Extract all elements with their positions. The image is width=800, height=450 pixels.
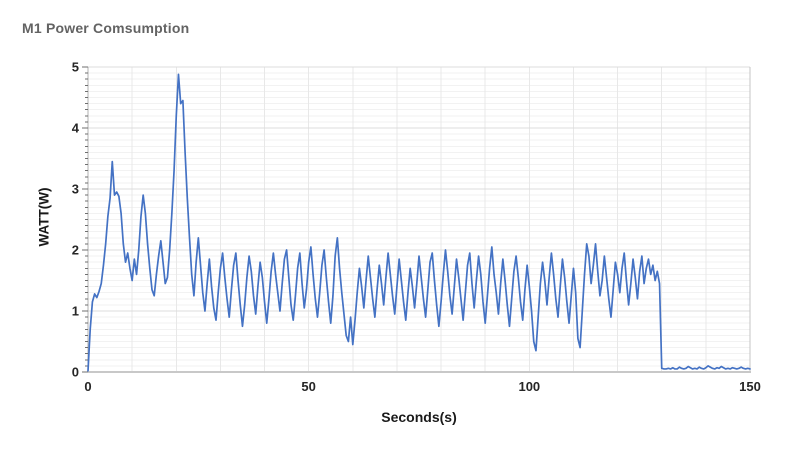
y-tick-label: 1 — [72, 304, 79, 319]
y-tick-label: 2 — [72, 243, 79, 258]
x-tick-label: 50 — [301, 379, 315, 394]
y-tick-label: 0 — [72, 365, 79, 380]
x-tick-label: 100 — [518, 379, 540, 394]
x-tick-label: 150 — [739, 379, 761, 394]
chart-title: M1 Power Comsumption — [22, 20, 190, 36]
y-tick-label: 4 — [72, 121, 80, 136]
power-series-line — [87, 73, 751, 372]
x-tick-label: 0 — [84, 379, 91, 394]
x-axis-title: Seconds(s) — [381, 409, 457, 425]
y-tick-label: 3 — [72, 182, 79, 197]
y-tick-label: 5 — [72, 60, 79, 75]
